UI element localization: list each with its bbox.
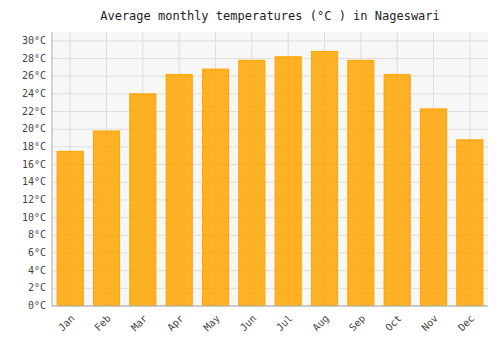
bar: [239, 60, 265, 306]
y-tick-label: 10°C: [22, 212, 46, 223]
bars: [57, 51, 483, 306]
bar: [130, 94, 156, 306]
y-tick-label: 6°C: [28, 247, 46, 258]
bar: [348, 60, 374, 306]
x-tick-label: Mar: [129, 313, 150, 334]
x-axis-line: [52, 306, 488, 307]
bar: [420, 109, 446, 306]
grid-line: [52, 40, 488, 41]
y-tick-label: 18°C: [22, 141, 46, 152]
x-tick-label: Jul: [274, 313, 295, 334]
bar: [57, 151, 83, 306]
y-tick-label: 16°C: [22, 159, 46, 170]
x-tick-label: Nov: [419, 313, 440, 334]
bar: [93, 131, 119, 306]
x-tick-label: Sep: [347, 313, 368, 334]
bar: [275, 57, 301, 306]
y-tick-label: 20°C: [22, 123, 46, 134]
x-tick-label: Jan: [56, 313, 77, 334]
x-tick-label: Jun: [238, 313, 259, 334]
plot-area: [52, 32, 488, 306]
y-tick-label: 0°C: [28, 300, 46, 311]
bar: [457, 140, 483, 306]
bar: [202, 69, 228, 306]
y-axis-line: [52, 32, 53, 306]
title: Average monthly temperatures (°C ) in Na…: [100, 9, 440, 23]
y-tick-label: 22°C: [22, 106, 46, 117]
y-tick-label: 2°C: [28, 282, 46, 293]
bar: [384, 74, 410, 306]
y-tick-label: 8°C: [28, 229, 46, 240]
bar: [311, 51, 337, 306]
y-tick-label: 30°C: [22, 35, 46, 46]
y-tick-label: 12°C: [22, 194, 46, 205]
y-tick-label: 14°C: [22, 176, 46, 187]
x-tick-label: Feb: [92, 313, 113, 334]
x-tick-label: Aug: [310, 313, 331, 334]
x-tick-label: Oct: [383, 313, 404, 334]
grid-line: [52, 93, 488, 94]
x-tick-label: May: [201, 313, 222, 334]
grid-line: [52, 58, 488, 59]
y-tick-label: 24°C: [22, 88, 46, 99]
grid-line: [52, 306, 488, 307]
chart: 0°C 2°C 4°C 6°C 8°C 10°C 12°C 14°C 16°C 18°C 20°C 2…: [0, 0, 500, 350]
y-tick-label: 26°C: [22, 70, 46, 81]
x-tick-label: Apr: [165, 313, 186, 334]
y-tick-label: 28°C: [22, 53, 46, 64]
y-tick-label: 4°C: [28, 265, 46, 276]
bar: [166, 74, 192, 306]
grid-line: [52, 76, 488, 77]
x-tick-label: Dec: [456, 313, 477, 334]
